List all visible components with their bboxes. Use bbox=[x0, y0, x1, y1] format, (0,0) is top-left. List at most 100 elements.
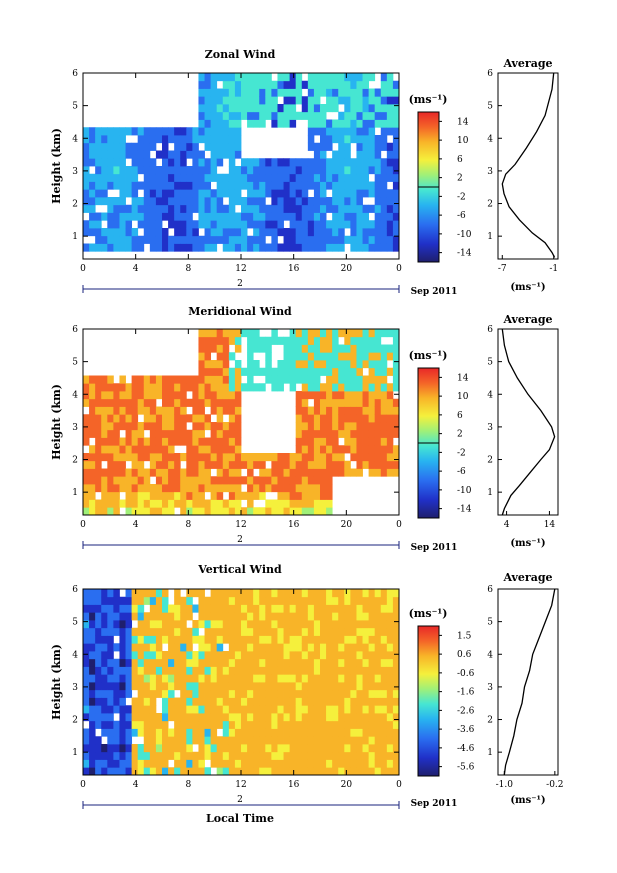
heatmap-cell bbox=[326, 627, 333, 636]
heatmap-cell bbox=[241, 589, 248, 598]
heatmap-cell bbox=[380, 627, 388, 636]
heatmap-cell bbox=[320, 596, 327, 605]
heatmap-cell bbox=[344, 204, 351, 213]
heatmap-cell bbox=[356, 344, 363, 353]
heatmap-cell bbox=[155, 484, 163, 493]
date-label: Sep 2011 bbox=[411, 543, 458, 553]
heatmap-cell bbox=[277, 220, 284, 229]
profile-x-ticks: 4 14 bbox=[504, 511, 555, 530]
profile-units: (ms⁻¹) bbox=[510, 282, 545, 293]
heatmap-cell bbox=[313, 212, 321, 221]
heatmap-cell bbox=[119, 406, 126, 415]
heatmap-cell bbox=[259, 643, 266, 652]
heatmap-cell bbox=[356, 414, 363, 423]
heatmap-cell bbox=[313, 429, 321, 438]
heatmap-cell bbox=[350, 620, 357, 629]
heatmap-cell bbox=[326, 375, 333, 384]
heatmap-cell bbox=[192, 142, 199, 151]
heatmap-cell bbox=[247, 705, 254, 714]
heatmap-cell bbox=[222, 651, 230, 660]
heatmap-cell bbox=[259, 635, 266, 644]
heatmap-cell bbox=[143, 697, 151, 706]
heatmap-cell bbox=[149, 682, 157, 691]
heatmap-cell bbox=[392, 689, 400, 698]
heatmap-cell bbox=[253, 720, 260, 729]
heatmap-cell bbox=[143, 751, 151, 760]
heatmap-cell bbox=[368, 383, 376, 392]
heatmap-cell bbox=[356, 767, 363, 776]
heatmap-cell bbox=[192, 437, 199, 446]
heatmap-cell bbox=[131, 705, 139, 714]
heatmap-cell bbox=[234, 367, 242, 376]
heatmap-cell bbox=[168, 391, 175, 400]
heatmap-cell bbox=[234, 437, 242, 446]
heatmap-cell bbox=[301, 367, 309, 376]
heatmap-cell bbox=[392, 189, 400, 198]
heatmap-cell bbox=[253, 212, 260, 221]
heatmap-cell bbox=[356, 228, 363, 237]
heatmap-cell bbox=[247, 682, 254, 691]
heatmap-cell bbox=[174, 612, 181, 621]
heatmap-cell bbox=[374, 391, 382, 400]
colorbar-tick-label: -6 bbox=[457, 467, 466, 477]
heatmap-cell bbox=[125, 604, 133, 613]
heatmap-cell bbox=[149, 484, 157, 493]
heatmap-cell bbox=[162, 181, 169, 190]
heatmap-cell bbox=[89, 189, 96, 198]
heatmap-cell bbox=[204, 104, 212, 113]
heatmap-cell bbox=[186, 173, 193, 182]
heatmap-cell bbox=[95, 682, 102, 691]
heatmap-cell bbox=[368, 375, 376, 384]
heatmap-cell bbox=[198, 612, 205, 621]
heatmap-cell bbox=[174, 596, 181, 605]
heatmap-cell bbox=[174, 197, 181, 206]
heatmap-cell bbox=[198, 460, 205, 469]
heatmap-cell bbox=[125, 744, 133, 753]
heatmap-cell bbox=[295, 398, 303, 407]
heatmap-cell bbox=[295, 96, 303, 105]
heatmap-cell bbox=[107, 689, 114, 698]
heatmap-cell bbox=[295, 476, 303, 485]
heatmap-cell bbox=[95, 414, 102, 423]
heatmap-cell bbox=[380, 460, 388, 469]
heatmap-cell bbox=[295, 422, 303, 431]
heatmap-cells bbox=[83, 329, 400, 516]
heatmap-cell bbox=[131, 484, 139, 493]
heatmap-cell bbox=[362, 736, 370, 745]
heatmap-cell bbox=[338, 736, 345, 745]
heatmap-cell bbox=[125, 627, 133, 636]
profile-y-tick-label: 4 bbox=[487, 134, 493, 144]
heatmap-cell bbox=[143, 507, 151, 516]
heatmap-cell bbox=[155, 604, 163, 613]
heatmap-cell bbox=[313, 612, 321, 621]
heatmap-cell bbox=[368, 643, 376, 652]
heatmap-cell bbox=[386, 406, 394, 415]
heatmap-cell bbox=[125, 736, 133, 745]
heatmap-cell bbox=[350, 88, 357, 97]
heatmap-cell bbox=[368, 751, 376, 760]
heatmap-cell bbox=[125, 491, 133, 500]
heatmap-cell bbox=[386, 383, 394, 392]
heatmap-cell bbox=[149, 235, 157, 244]
heatmap-cell bbox=[168, 127, 175, 136]
heatmap-cell bbox=[198, 736, 205, 745]
heatmap-cell bbox=[271, 627, 278, 636]
heatmap-cell bbox=[149, 468, 157, 477]
heatmap-cell bbox=[216, 491, 224, 500]
heatmap-cell bbox=[180, 658, 187, 667]
heatmap-cell bbox=[210, 88, 218, 97]
heatmap-cell bbox=[344, 620, 351, 629]
x-tick-label: 4 bbox=[133, 520, 139, 530]
heatmap-cell bbox=[216, 751, 224, 760]
heatmap-cell bbox=[107, 166, 114, 175]
heatmap-cell bbox=[386, 705, 394, 714]
heatmap-cell bbox=[313, 666, 321, 675]
heatmap-cell bbox=[198, 635, 205, 644]
heatmap-cell bbox=[95, 689, 102, 698]
heatmap-cell bbox=[198, 235, 205, 244]
heatmap-cell bbox=[392, 453, 400, 462]
heatmap-cell bbox=[89, 150, 96, 159]
heatmap-cell bbox=[155, 620, 163, 629]
heatmap-cell bbox=[289, 751, 297, 760]
